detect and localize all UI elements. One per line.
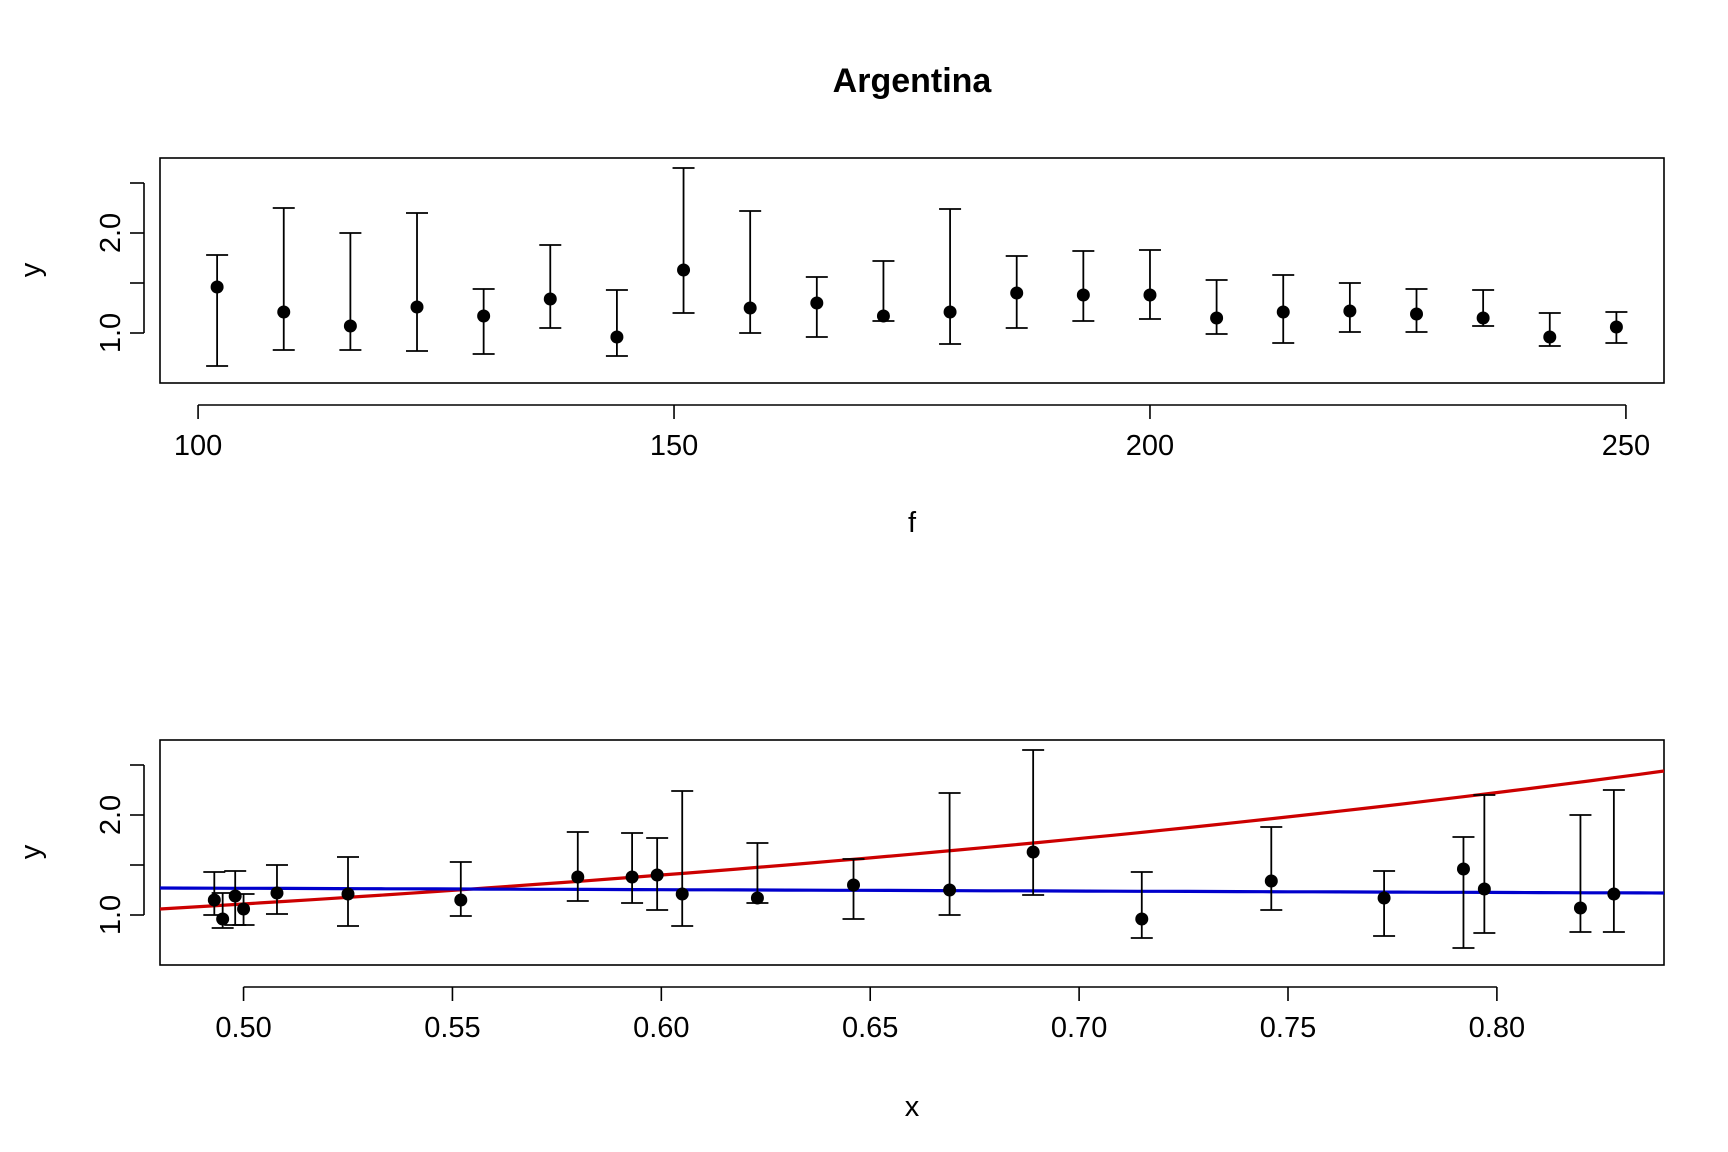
- data-point: [1410, 307, 1424, 321]
- data-point: [810, 296, 824, 310]
- top-plot-frame: [159, 157, 1665, 384]
- x-tick-label: 0.65: [842, 1012, 898, 1044]
- x-tick-label: 200: [1126, 430, 1174, 462]
- data-point: [454, 893, 468, 907]
- x-tick-label: 0.50: [215, 1012, 271, 1044]
- top-y-axis-label: y: [15, 262, 47, 277]
- data-point: [675, 887, 689, 901]
- x-tick-label: 0.70: [1051, 1012, 1107, 1044]
- data-point: [1276, 305, 1290, 319]
- data-point: [571, 870, 585, 884]
- bottom-x-axis: 0.50 0.55 0.60 0.65 0.70 0.75 0.80: [215, 986, 1525, 1044]
- data-point: [410, 300, 424, 314]
- x-tick-label: 0.60: [633, 1012, 689, 1044]
- data-point: [1026, 845, 1040, 859]
- data-point: [1343, 304, 1357, 318]
- data-point: [1264, 874, 1278, 888]
- data-point: [1543, 330, 1557, 344]
- y-tick-label: 1.0: [95, 895, 127, 935]
- x-tick-label: 0.80: [1469, 1012, 1525, 1044]
- data-point: [1076, 288, 1090, 302]
- data-point: [270, 886, 284, 900]
- data-point: [1607, 887, 1621, 901]
- bottom-fit-lines: [159, 769, 1665, 911]
- y-tick-label: 2.0: [95, 795, 127, 835]
- top-data-marks: [206, 167, 1628, 367]
- y-tick-label: 2.0: [95, 213, 127, 253]
- data-point: [943, 305, 957, 319]
- data-point: [543, 292, 557, 306]
- x-tick-label: 0.55: [424, 1012, 480, 1044]
- top-y-axis: 1.0 2.0: [95, 182, 145, 353]
- data-point: [743, 301, 757, 315]
- bottom-plot-frame: [159, 739, 1665, 966]
- data-point: [1476, 311, 1490, 325]
- top-x-axis: 100 150 200 250: [174, 404, 1650, 462]
- data-point: [650, 868, 664, 882]
- data-point: [1377, 891, 1391, 905]
- x-tick-label: 250: [1602, 430, 1650, 462]
- x-tick-label: 100: [174, 430, 222, 462]
- data-point: [847, 878, 861, 892]
- data-point: [237, 902, 251, 916]
- data-point: [1010, 286, 1024, 300]
- bottom-y-axis: 1.0 2.0: [95, 764, 145, 935]
- data-point: [677, 263, 691, 277]
- data-point: [1609, 320, 1623, 334]
- data-point: [750, 891, 764, 905]
- data-point: [341, 887, 355, 901]
- data-point: [1573, 901, 1587, 915]
- data-point: [228, 889, 242, 903]
- data-point: [1143, 288, 1157, 302]
- x-tick-label: 0.75: [1260, 1012, 1316, 1044]
- bottom-y-axis-label: y: [15, 844, 47, 859]
- data-point: [477, 309, 491, 323]
- y-tick-label: 1.0: [95, 313, 127, 353]
- data-point: [277, 305, 291, 319]
- red-fit-curve: [159, 769, 1665, 911]
- data-point: [1210, 311, 1224, 325]
- top-panel: 100 150 200 250 1.0 2.0 f y: [15, 157, 1665, 539]
- data-point: [610, 330, 624, 344]
- blue-fit-line: [159, 886, 1665, 895]
- x-tick-label: 150: [650, 430, 698, 462]
- data-point: [210, 280, 224, 294]
- data-point: [1135, 912, 1149, 926]
- chart-title: Argentina: [833, 62, 993, 100]
- bottom-x-axis-label: x: [905, 1091, 920, 1123]
- data-point: [207, 893, 221, 907]
- data-point: [1477, 882, 1491, 896]
- data-point: [943, 883, 957, 897]
- top-x-axis-label: f: [908, 507, 917, 539]
- data-point: [1456, 862, 1470, 876]
- data-point: [343, 319, 357, 333]
- data-point: [216, 912, 230, 926]
- data-point: [625, 870, 639, 884]
- data-point: [876, 309, 890, 323]
- bottom-data-marks: [203, 749, 1625, 949]
- bottom-panel: 0.50 0.55 0.60 0.65 0.70 0.75 0.80 1.0 2.0 x y: [15, 739, 1665, 1123]
